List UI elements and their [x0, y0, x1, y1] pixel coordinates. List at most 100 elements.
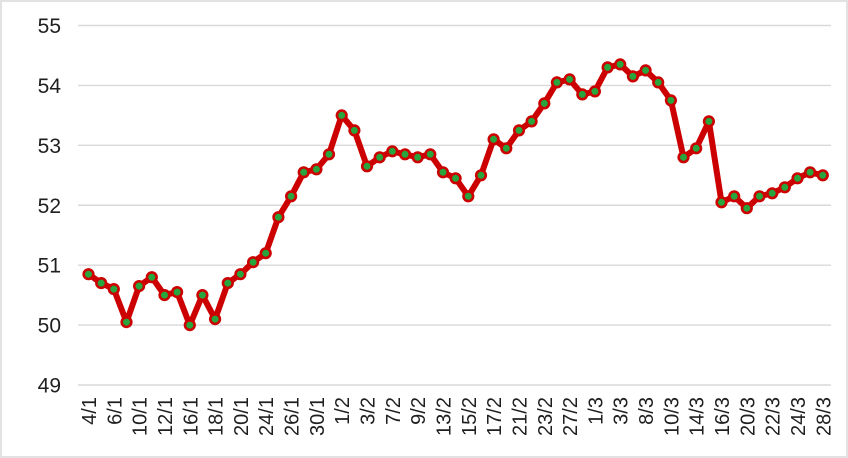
x-axis-tick-label: 3/3 [611, 397, 633, 425]
data-point-marker [348, 124, 361, 137]
gridlines [78, 24, 831, 386]
data-point-marker [145, 271, 158, 284]
data-point-marker [525, 115, 538, 128]
x-axis-tick-label: 12/1 [155, 397, 177, 436]
data-point-marker [95, 277, 108, 290]
x-axis-tick-label: 3/2 [358, 397, 380, 425]
data-point-marker [335, 109, 348, 122]
y-axis-tick-label: 51 [38, 255, 61, 278]
x-axis-tick-label: 20/1 [231, 397, 253, 436]
x-axis-tick-label: 28/3 [813, 397, 835, 436]
data-point-marker [133, 280, 146, 293]
x-axis-tick-label: 30/1 [307, 397, 329, 436]
data-point-marker [221, 277, 234, 290]
x-axis-tick-label: 16/1 [180, 397, 202, 436]
x-axis-labels: 4/1 6/1 10/1 12/1 16/1 18/1 20/1 24/1 26/1 30/1 1/… [79, 397, 835, 436]
data-point-marker [601, 61, 614, 74]
series-line [85, 61, 826, 329]
x-axis-tick-label: 21/2 [509, 397, 531, 436]
data-point-marker [816, 169, 829, 182]
data-point-marker [690, 142, 703, 155]
y-axis-labels: 49 50 51 52 53 54 55 [38, 15, 62, 398]
x-axis-tick-label: 24/1 [256, 397, 278, 436]
data-point-marker [588, 85, 602, 98]
x-axis-tick-label: 27/2 [560, 397, 582, 436]
data-point-marker [82, 268, 95, 281]
data-point-marker [626, 70, 640, 83]
x-axis-tick-label: 14/3 [687, 397, 709, 436]
data-point-marker [107, 283, 120, 296]
data-point-marker [803, 166, 817, 179]
data-point-marker [462, 190, 475, 203]
x-axis-tick-label: 13/2 [433, 397, 455, 436]
y-axis-tick-label: 49 [38, 375, 61, 398]
data-point-marker [614, 58, 627, 71]
data-point-marker [702, 115, 716, 128]
data-point-marker [715, 196, 728, 209]
data-point-marker [285, 190, 298, 203]
y-axis-tick-label: 53 [38, 135, 61, 158]
data-point-markers [82, 58, 829, 332]
data-point-marker [753, 190, 766, 203]
data-point-marker [386, 145, 399, 158]
x-axis-tick-label: 4/1 [79, 397, 101, 425]
x-axis-tick-label: 10/1 [130, 397, 152, 436]
data-point-marker [259, 247, 272, 260]
data-point-marker [158, 289, 171, 302]
y-axis-tick-label: 54 [38, 75, 62, 98]
data-point-marker [512, 124, 526, 137]
x-axis-tick-label: 23/2 [535, 397, 557, 436]
data-point-marker [297, 166, 310, 179]
data-point-marker [247, 256, 260, 269]
y-axis-tick-label: 50 [38, 315, 61, 338]
data-point-marker [740, 202, 753, 215]
data-point-marker [310, 163, 323, 176]
data-point-marker [449, 172, 462, 185]
data-point-marker [550, 76, 564, 89]
x-axis-tick-label: 9/2 [408, 397, 430, 425]
data-point-marker [500, 142, 513, 155]
x-axis-tick-label: 16/3 [712, 397, 734, 436]
data-point-marker [373, 151, 386, 164]
data-point-marker [474, 169, 488, 182]
data-point-marker [563, 73, 576, 86]
data-point-marker [411, 151, 424, 164]
data-point-marker [272, 211, 285, 224]
data-point-marker [652, 76, 665, 89]
x-axis-tick-label: 20/3 [737, 397, 759, 436]
data-point-marker [576, 88, 589, 101]
data-point-marker [196, 289, 209, 302]
data-point-marker [487, 133, 500, 146]
x-axis-tick-label: 1/2 [332, 397, 354, 425]
data-point-marker [639, 64, 652, 77]
data-point-marker [234, 268, 247, 281]
data-point-marker [398, 148, 412, 161]
data-point-marker [778, 181, 791, 194]
x-axis-tick-label: 17/2 [484, 397, 506, 436]
data-point-marker [728, 190, 741, 203]
data-point-marker [664, 94, 678, 107]
x-axis-tick-label: 8/3 [636, 397, 658, 425]
y-axis-tick-label: 52 [38, 195, 61, 218]
y-axis-tick-label: 55 [38, 15, 61, 38]
x-axis-tick-label: 10/3 [661, 397, 683, 436]
data-point-marker [766, 187, 779, 200]
x-axis-tick-label: 18/1 [206, 397, 228, 436]
x-axis-tick-label: 24/3 [788, 397, 810, 436]
x-axis-tick-label: 22/3 [763, 397, 785, 436]
data-point-marker [677, 151, 690, 164]
data-point-marker [322, 148, 336, 161]
x-axis-tick-label: 26/1 [282, 397, 304, 436]
data-point-marker [436, 166, 450, 179]
x-axis-tick-label: 1/3 [585, 397, 607, 425]
data-point-marker [538, 97, 551, 110]
x-axis-tick-label: 7/2 [383, 397, 405, 425]
data-point-marker [171, 286, 184, 299]
data-point-marker [120, 316, 133, 329]
data-point-marker [791, 172, 804, 185]
x-axis-tick-label: 15/2 [459, 397, 481, 436]
data-point-marker [360, 160, 374, 173]
data-point-marker [183, 319, 196, 332]
